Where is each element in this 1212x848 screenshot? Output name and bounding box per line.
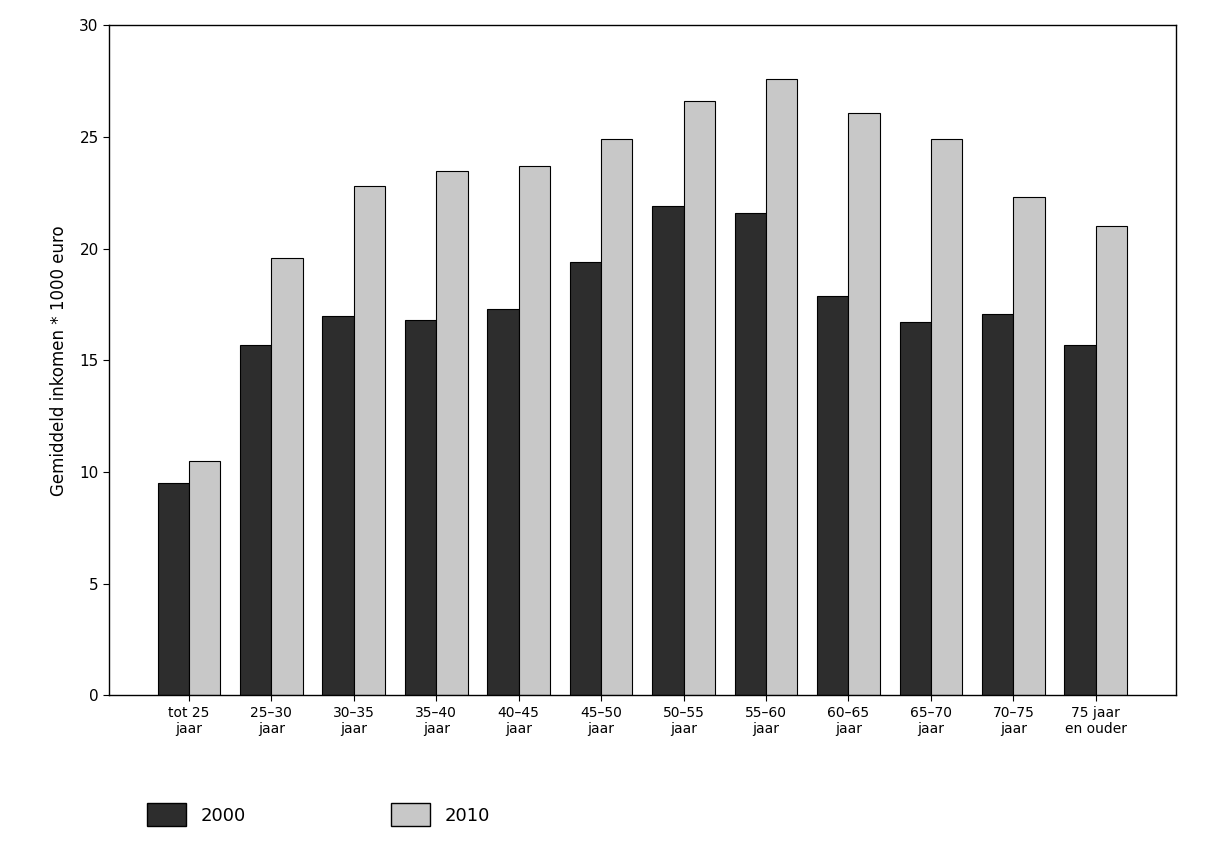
Bar [1013, 198, 1045, 695]
Bar [405, 321, 436, 695]
Bar [601, 139, 633, 695]
Bar [487, 309, 519, 695]
Bar [189, 461, 221, 695]
Bar [848, 113, 880, 695]
Bar [982, 314, 1013, 695]
Bar [817, 296, 848, 695]
Bar [1064, 345, 1096, 695]
Bar [734, 213, 766, 695]
Bar [158, 483, 189, 695]
Bar [240, 345, 271, 695]
Bar [322, 315, 354, 695]
Bar [354, 187, 385, 695]
Bar [652, 206, 684, 695]
Bar [1096, 226, 1127, 695]
Bar [766, 79, 797, 695]
Bar [899, 322, 931, 695]
Bar [684, 102, 715, 695]
Bar [519, 166, 550, 695]
Bar [931, 139, 962, 695]
Legend: 2000, 2010: 2000, 2010 [139, 796, 497, 834]
Bar [271, 258, 303, 695]
Bar [570, 262, 601, 695]
Y-axis label: Gemiddeld inkomen * 1000 euro: Gemiddeld inkomen * 1000 euro [50, 225, 68, 496]
Bar [436, 170, 468, 695]
